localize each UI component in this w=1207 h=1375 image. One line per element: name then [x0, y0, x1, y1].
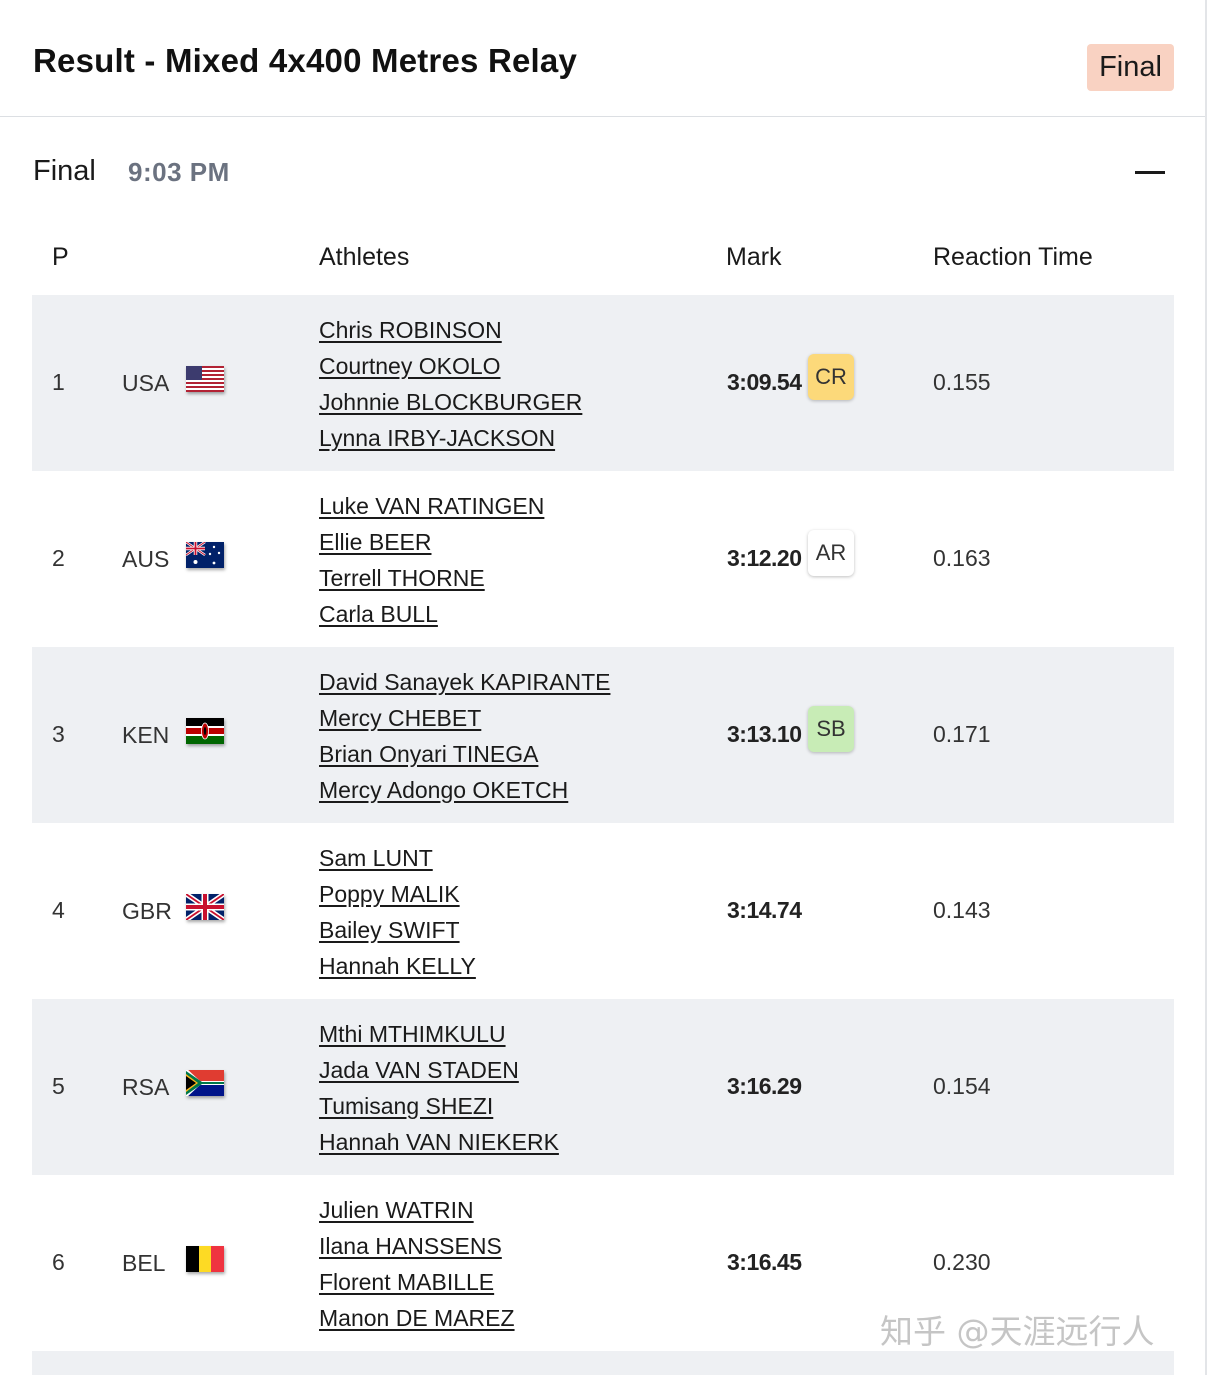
minus-icon [1135, 171, 1165, 174]
result-row: 4 GBR Sam LUNT Poppy MALIK Bailey SWIFT … [32, 823, 1174, 999]
section-title: Final [33, 155, 96, 187]
athlete-link[interactable]: Manon DE MAREZ [319, 1305, 515, 1331]
rsa-flag-icon [186, 1070, 224, 1096]
athlete-link[interactable]: Florent MABILLE [319, 1269, 495, 1295]
athlete-link[interactable]: Mercy CHEBET [319, 705, 482, 731]
country-code: BEL [122, 1250, 166, 1276]
result-row [32, 1351, 1174, 1375]
athlete-link[interactable]: Poppy MALIK [319, 881, 460, 907]
position: 6 [52, 1249, 65, 1275]
athlete-link[interactable]: Ellie BEER [319, 529, 432, 555]
result-row: 5 RSA Mthi MTHIMKULU Jada VAN STADEN Tum… [32, 999, 1174, 1175]
athlete-list: David Sanayek KAPIRANTE Mercy CHEBET Bri… [319, 664, 610, 808]
mark-value: 3:16.45 [727, 1249, 802, 1275]
mark-value: 3:14.74 [727, 897, 802, 923]
athlete-list: Mthi MTHIMKULU Jada VAN STADEN Tumisang … [319, 1016, 559, 1160]
athlete-list: Chris ROBINSON Courtney OKOLO Johnnie BL… [319, 312, 582, 456]
aus-flag-icon [186, 542, 224, 568]
reaction-time: 0.163 [933, 545, 991, 571]
result-row: 2 AUS Luke VAN RATINGEN Ellie BEER Terre… [32, 471, 1174, 647]
country-code: KEN [122, 722, 170, 748]
athlete-list: Sam LUNT Poppy MALIK Bailey SWIFT Hannah… [319, 840, 476, 984]
result-row: 6 BEL Julien WATRIN Ilana HANSSENS Flore… [32, 1175, 1174, 1351]
round-badge: Final [1087, 44, 1174, 91]
athlete-link[interactable]: Carla BULL [319, 601, 438, 627]
athlete-link[interactable]: Luke VAN RATINGEN [319, 493, 545, 519]
mark-value: 3:13.10 [727, 721, 802, 747]
bel-flag-icon [186, 1246, 224, 1272]
reaction-time: 0.230 [933, 1249, 991, 1275]
country-code: RSA [122, 1074, 170, 1100]
reaction-time: 0.154 [933, 1073, 991, 1099]
athlete-link[interactable]: Terrell THORNE [319, 565, 485, 591]
athlete-list: Luke VAN RATINGEN Ellie BEER Terrell THO… [319, 488, 544, 632]
country-code: AUS [122, 546, 170, 572]
athlete-link[interactable]: Hannah VAN NIEKERK [319, 1129, 559, 1155]
athlete-link[interactable]: Tumisang SHEZI [319, 1093, 494, 1119]
record-badge: CR [808, 354, 854, 400]
country-code: USA [122, 370, 170, 396]
athlete-link[interactable]: Lynna IRBY-JACKSON [319, 425, 556, 451]
mark-value: 3:12.20 [727, 545, 802, 571]
athlete-link[interactable]: Hannah KELLY [319, 953, 476, 979]
position: 1 [52, 369, 65, 395]
results-header: Result - Mixed 4x400 Metres Relay Final [0, 0, 1205, 117]
athlete-link[interactable]: David Sanayek KAPIRANTE [319, 669, 611, 695]
athlete-link[interactable]: Brian Onyari TINEGA [319, 741, 539, 767]
reaction-time: 0.143 [933, 897, 991, 923]
usa-flag-icon [186, 366, 224, 392]
record-badge: SB [808, 706, 854, 752]
position: 5 [52, 1073, 65, 1099]
page-title: Result - Mixed 4x400 Metres Relay [33, 42, 578, 79]
section-time: 9:03 PM [128, 157, 230, 187]
mark-value: 3:09.54 [727, 369, 802, 395]
mark-value: 3:16.29 [727, 1073, 802, 1099]
reaction-time: 0.155 [933, 369, 991, 395]
collapse-button[interactable] [1134, 160, 1166, 186]
watermark: 知乎 @天涯远行人 [880, 1312, 1155, 1351]
athlete-link[interactable]: Mercy Adongo OKETCH [319, 777, 569, 803]
athlete-link[interactable]: Chris ROBINSON [319, 317, 502, 343]
athlete-link[interactable]: Bailey SWIFT [319, 917, 460, 943]
athlete-link[interactable]: Mthi MTHIMKULU [319, 1021, 506, 1047]
athlete-list: Julien WATRIN Ilana HANSSENS Florent MAB… [319, 1192, 515, 1336]
position: 3 [52, 721, 65, 747]
column-header-athletes: Athletes [319, 243, 410, 271]
athlete-link[interactable]: Johnnie BLOCKBURGER [319, 389, 583, 415]
position: 2 [52, 545, 65, 571]
column-header-position: P [52, 243, 69, 271]
ken-flag-icon [186, 718, 224, 744]
position: 4 [52, 897, 65, 923]
column-header-reaction: Reaction Time [933, 243, 1093, 271]
reaction-time: 0.171 [933, 721, 991, 747]
result-row: 1 USA Chris ROBINSON Courtney OKOLO John… [32, 295, 1174, 471]
athlete-link[interactable]: Julien WATRIN [319, 1197, 474, 1223]
athlete-link[interactable]: Courtney OKOLO [319, 353, 501, 379]
athlete-link[interactable]: Jada VAN STADEN [319, 1057, 519, 1083]
page-right-border [1205, 0, 1207, 1375]
athlete-link[interactable]: Sam LUNT [319, 845, 433, 871]
country-code: GBR [122, 898, 172, 924]
athlete-link[interactable]: Ilana HANSSENS [319, 1233, 502, 1259]
gbr-flag-icon [186, 894, 224, 920]
column-header-mark: Mark [726, 243, 782, 271]
record-badge: AR [808, 530, 854, 576]
result-row: 3 KEN David Sanayek KAPIRANTE Mercy CHEB… [32, 647, 1174, 823]
